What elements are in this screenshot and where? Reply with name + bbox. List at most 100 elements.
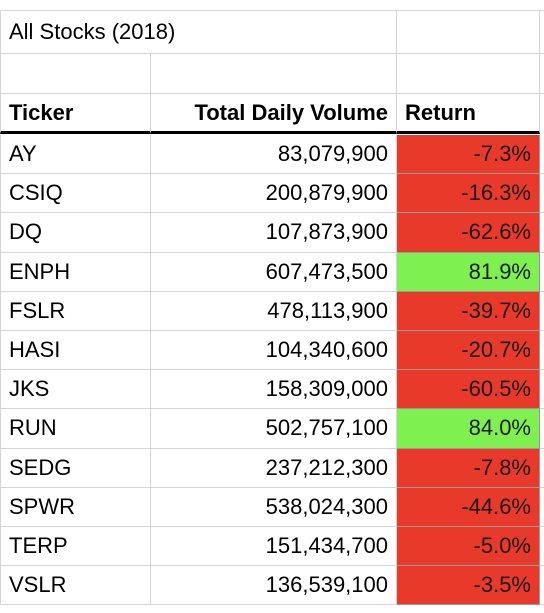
ticker-value: RUN xyxy=(9,415,57,441)
empty-cell[interactable] xyxy=(540,94,544,134)
volume-cell[interactable]: 136,539,100 xyxy=(151,566,397,606)
return-cell[interactable]: -5.0% xyxy=(397,527,540,567)
ticker-cell[interactable]: ENPH xyxy=(0,252,151,292)
ticker-cell[interactable]: JKS xyxy=(0,370,151,410)
ticker-value: VSLR xyxy=(9,572,67,598)
header-volume-cell[interactable]: Total Daily Volume xyxy=(151,94,397,134)
return-cell[interactable]: 84.0% xyxy=(397,409,540,449)
empty-cell[interactable] xyxy=(540,566,544,606)
sheet-title: All Stocks (2018) xyxy=(9,19,176,44)
volume-cell[interactable]: 200,879,900 xyxy=(151,174,397,214)
table-row: VSLR 136,539,100 -3.5% xyxy=(0,566,544,606)
header-ticker: Ticker xyxy=(9,99,74,125)
empty-cell[interactable] xyxy=(540,135,544,175)
header-row: Ticker Total Daily Volume Return xyxy=(0,94,544,134)
ticker-value: SPWR xyxy=(9,493,75,519)
ticker-value: HASI xyxy=(9,337,61,363)
empty-cell[interactable] xyxy=(151,54,397,94)
volume-value: 107,873,900 xyxy=(265,219,388,245)
ticker-value: DQ xyxy=(9,219,42,245)
empty-cell[interactable] xyxy=(540,54,544,94)
empty-cell[interactable] xyxy=(397,11,540,54)
empty-cell[interactable] xyxy=(540,174,544,214)
volume-cell[interactable]: 83,079,900 xyxy=(151,135,397,175)
return-cell[interactable]: -39.7% xyxy=(397,291,540,331)
volume-cell[interactable]: 104,340,600 xyxy=(151,331,397,371)
empty-cell[interactable] xyxy=(540,292,544,331)
ticker-cell[interactable]: VSLR xyxy=(0,566,151,606)
ticker-cell[interactable]: FSLR xyxy=(0,291,151,331)
table-row: SPWR 538,024,300 -44.6% xyxy=(0,487,544,527)
volume-value: 158,309,000 xyxy=(265,376,388,402)
grid-bottom-edge xyxy=(0,605,544,613)
table-row: DQ 107,873,900 -62.6% xyxy=(0,213,544,253)
empty-cell[interactable] xyxy=(0,54,151,94)
table-row: AY 83,079,900 -7.3% xyxy=(0,135,544,175)
volume-cell[interactable]: 502,757,100 xyxy=(151,409,397,449)
volume-cell[interactable]: 538,024,300 xyxy=(151,487,397,527)
return-cell[interactable]: -62.6% xyxy=(397,213,540,253)
volume-value: 83,079,900 xyxy=(277,141,388,167)
volume-cell[interactable]: 237,212,300 xyxy=(151,448,397,488)
return-value: -39.7% xyxy=(461,297,531,323)
ticker-value: TERP xyxy=(9,533,68,559)
empty-cell[interactable] xyxy=(540,213,544,253)
volume-cell[interactable]: 158,309,000 xyxy=(151,370,397,410)
volume-cell[interactable]: 151,434,700 xyxy=(151,527,397,567)
return-value: -62.6% xyxy=(461,219,531,245)
empty-cell[interactable] xyxy=(540,449,544,488)
empty-cell[interactable] xyxy=(540,11,544,54)
return-value: -5.0% xyxy=(473,533,531,559)
ticker-cell[interactable]: SEDG xyxy=(0,448,151,488)
return-cell[interactable]: -7.3% xyxy=(397,135,540,175)
return-value: -7.8% xyxy=(473,454,531,480)
volume-cell[interactable]: 607,473,500 xyxy=(151,252,397,292)
volume-cell[interactable]: 107,873,900 xyxy=(151,213,397,253)
table-row: FSLR 478,113,900 -39.7% xyxy=(0,291,544,331)
table-row: HASI 104,340,600 -20.7% xyxy=(0,331,544,371)
ticker-cell[interactable]: RUN xyxy=(0,409,151,449)
return-value: -20.7% xyxy=(461,337,531,363)
table-row: ENPH 607,473,500 81.9% xyxy=(0,252,544,292)
grid-top-edge xyxy=(0,0,544,11)
volume-value: 237,212,300 xyxy=(265,454,388,480)
header-ticker-cell[interactable]: Ticker xyxy=(0,94,151,134)
return-value: -3.5% xyxy=(473,572,531,598)
empty-row xyxy=(0,54,544,94)
return-cell[interactable]: -20.7% xyxy=(397,331,540,371)
return-cell[interactable]: -60.5% xyxy=(397,370,540,410)
table-row: TERP 151,434,700 -5.0% xyxy=(0,527,544,567)
ticker-cell[interactable]: CSIQ xyxy=(0,174,151,214)
ticker-cell[interactable]: SPWR xyxy=(0,487,151,527)
volume-value: 104,340,600 xyxy=(265,337,388,363)
return-cell[interactable]: -16.3% xyxy=(397,174,540,214)
sheet-title-cell[interactable]: All Stocks (2018) xyxy=(0,11,397,54)
return-value: -44.6% xyxy=(461,493,531,519)
ticker-value: ENPH xyxy=(9,258,71,284)
volume-value: 200,879,900 xyxy=(265,180,388,206)
empty-cell[interactable] xyxy=(540,527,544,567)
empty-cell[interactable] xyxy=(540,488,544,527)
ticker-cell[interactable]: TERP xyxy=(0,527,151,567)
empty-cell[interactable] xyxy=(540,253,544,292)
ticker-cell[interactable]: HASI xyxy=(0,331,151,371)
header-return-cell[interactable]: Return xyxy=(397,94,540,134)
return-cell[interactable]: -44.6% xyxy=(397,487,540,527)
ticker-cell[interactable]: DQ xyxy=(0,213,151,253)
ticker-cell[interactable]: AY xyxy=(0,135,151,175)
empty-cell[interactable] xyxy=(397,54,540,94)
return-cell[interactable]: -3.5% xyxy=(397,566,540,606)
volume-value: 538,024,300 xyxy=(265,493,388,519)
empty-cell[interactable] xyxy=(540,331,544,371)
return-cell[interactable]: -7.8% xyxy=(397,448,540,488)
ticker-value: JKS xyxy=(9,376,50,402)
header-volume: Total Daily Volume xyxy=(194,99,388,125)
empty-cell[interactable] xyxy=(540,370,544,410)
return-cell[interactable]: 81.9% xyxy=(397,252,540,292)
empty-cell[interactable] xyxy=(540,409,544,449)
ticker-value: AY xyxy=(9,141,37,167)
volume-value: 136,539,100 xyxy=(265,572,388,598)
ticker-value: FSLR xyxy=(9,297,66,323)
ticker-value: CSIQ xyxy=(9,180,63,206)
volume-cell[interactable]: 478,113,900 xyxy=(151,291,397,331)
